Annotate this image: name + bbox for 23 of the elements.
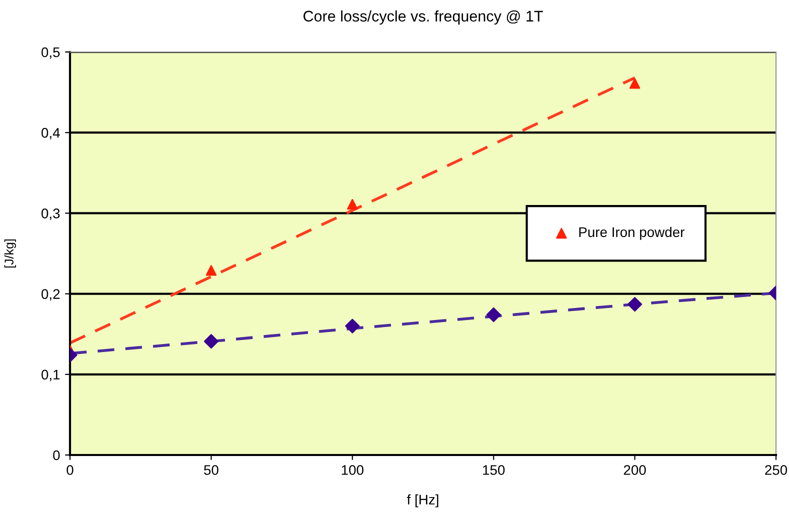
x-axis-title: f [Hz] [406, 494, 438, 508]
chart-title: Core loss/cycle vs. frequency @ 1T [304, 10, 543, 25]
y-tick-label: 0,3 [42, 208, 60, 220]
x-tick-label: 50 [204, 465, 218, 475]
x-tick-label: 200 [624, 465, 646, 475]
y-tick-label: 0,1 [42, 370, 60, 382]
x-tick-label: 0 [66, 465, 74, 475]
point [204, 334, 218, 349]
x-tick-label: 250 [765, 465, 788, 475]
x-tick-label: 150 [483, 465, 505, 475]
point [486, 307, 501, 322]
point [345, 318, 360, 334]
y-tick-label: 0,4 [42, 128, 60, 140]
point [629, 78, 640, 89]
x-tick-label: 100 [342, 465, 364, 475]
y-axis-title: [J/kg] [4, 239, 16, 268]
y-tick-label: 0 [53, 450, 60, 460]
y-tick-label: 0,5 [42, 47, 60, 59]
legend-label: Pure Iron powder [579, 226, 684, 240]
point [206, 265, 217, 276]
point [347, 198, 358, 210]
y-tick-label: 0,2 [42, 289, 60, 301]
point [628, 296, 642, 312]
